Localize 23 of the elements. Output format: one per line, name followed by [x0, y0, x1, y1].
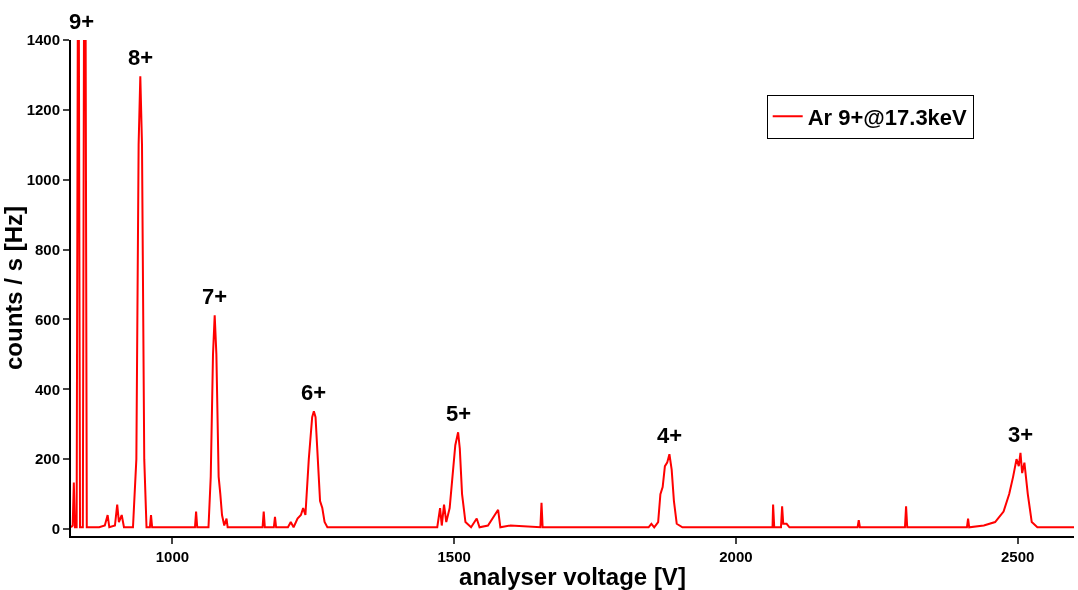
- annotation: 8+: [128, 45, 154, 70]
- legend-label: Ar 9+@17.3keV: [807, 104, 968, 130]
- y-tick-label: 0: [51, 520, 60, 538]
- y-tick-label: 600: [34, 310, 60, 328]
- annotation: 9+: [69, 9, 95, 34]
- y-tick-label: 400: [34, 380, 60, 398]
- y-tick-label: 1200: [26, 101, 60, 119]
- y-tick-label: 1000: [26, 170, 60, 188]
- annotation: 6+: [301, 380, 327, 405]
- y-axis-title: counts / s [Hz]: [0, 205, 27, 371]
- x-tick-label: 1500: [437, 548, 471, 565]
- y-tick-label: 200: [34, 450, 60, 468]
- x-tick-label: 2000: [719, 548, 753, 565]
- y-tick-label: 1400: [26, 31, 60, 49]
- annotation: 7+: [202, 284, 228, 309]
- line-series: [71, 40, 1074, 529]
- annotation: 3+: [1008, 422, 1034, 447]
- y-tick-label: 800: [34, 240, 60, 258]
- x-axis-title: analyser voltage [V]: [459, 563, 686, 590]
- annotation: 5+: [446, 401, 472, 426]
- x-tick-label: 1000: [155, 548, 190, 565]
- annotation: 4+: [657, 423, 683, 448]
- x-tick-label: 2500: [1000, 548, 1035, 565]
